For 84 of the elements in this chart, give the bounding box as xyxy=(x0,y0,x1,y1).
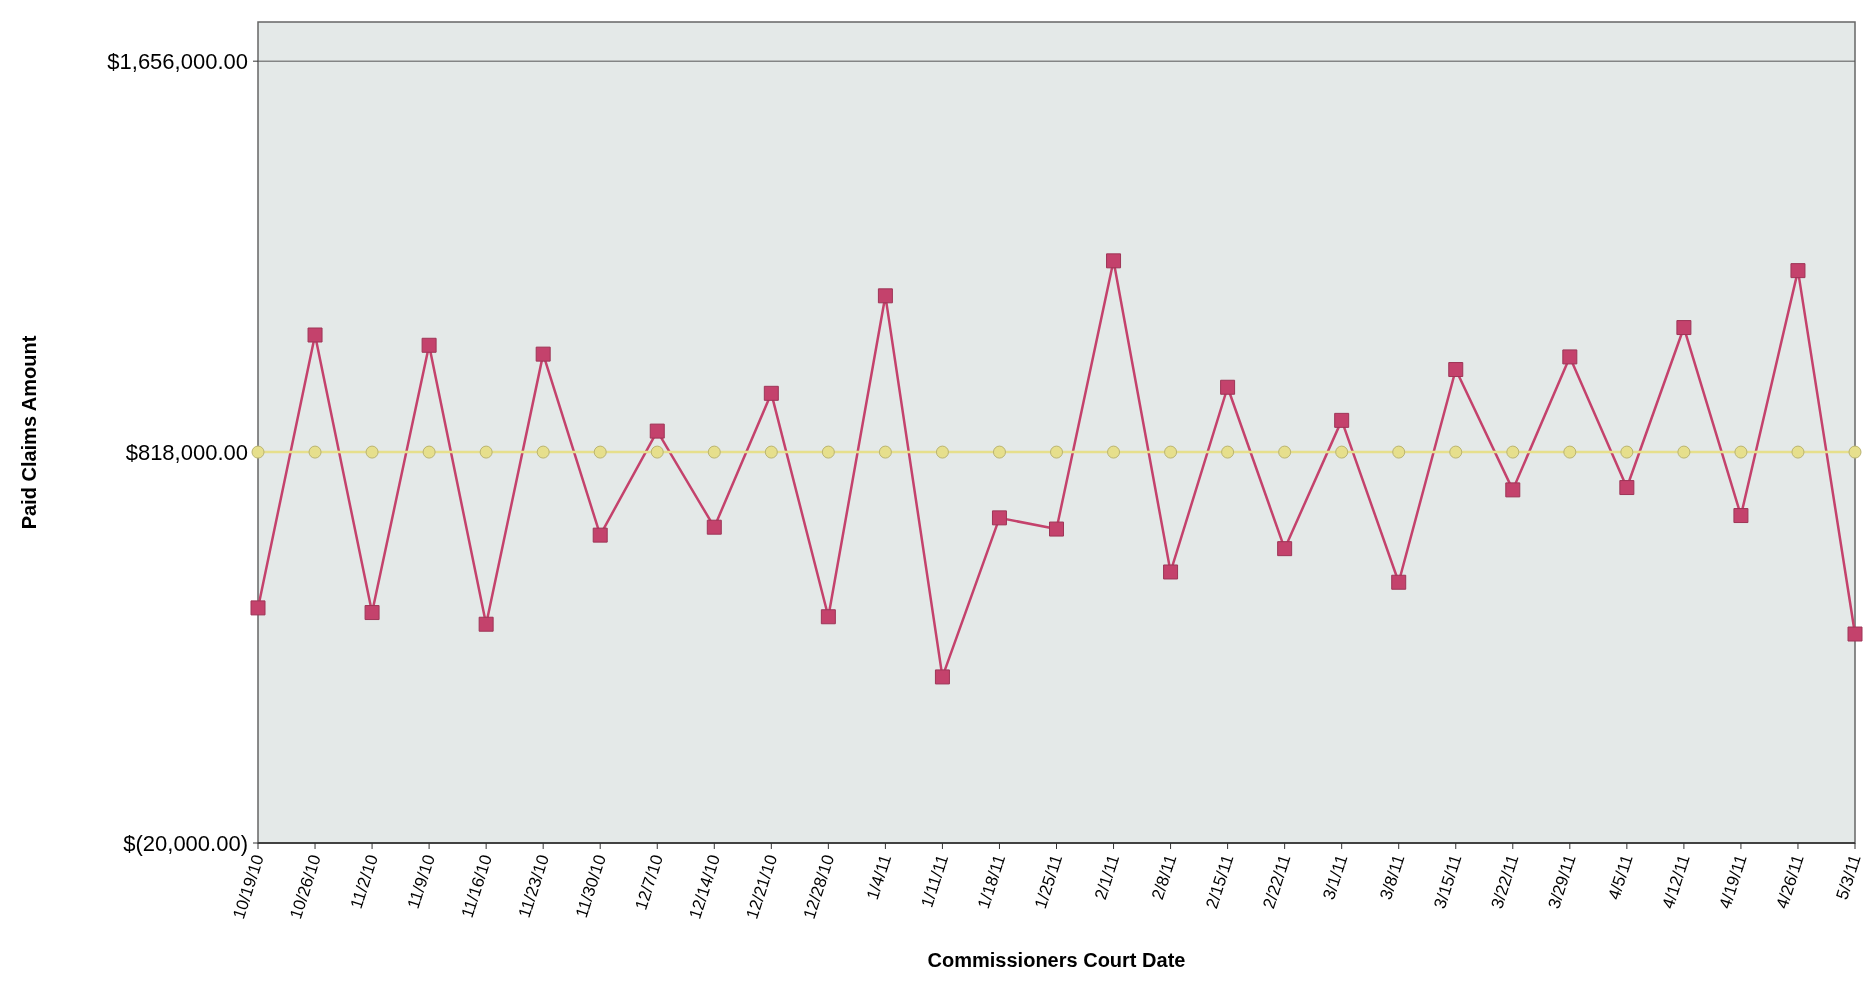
point xyxy=(706,519,722,535)
point xyxy=(1848,445,1862,459)
x-tick-label: 1/11/11 xyxy=(917,852,953,910)
x-tick-label: 1/18/11 xyxy=(974,852,1010,911)
point xyxy=(764,445,778,459)
point xyxy=(1620,445,1634,459)
point xyxy=(1277,541,1293,557)
point xyxy=(1335,445,1349,459)
point xyxy=(1449,445,1463,459)
x-tick-label: 5/3/11 xyxy=(1832,852,1865,902)
point xyxy=(1619,480,1635,496)
point xyxy=(878,445,892,459)
x-tick-label: 11/2/10 xyxy=(346,852,382,911)
point xyxy=(1220,379,1236,395)
point xyxy=(1106,253,1122,269)
x-tick-label: 2/1/11 xyxy=(1091,852,1124,902)
x-tick-label: 3/8/11 xyxy=(1376,852,1409,902)
point xyxy=(1050,445,1063,459)
point xyxy=(422,445,436,459)
point xyxy=(1733,508,1749,524)
point xyxy=(1676,320,1692,336)
point xyxy=(1334,412,1350,428)
point xyxy=(992,445,1006,459)
point xyxy=(649,423,665,439)
point xyxy=(1391,574,1407,590)
x-tick-label: 2/8/11 xyxy=(1148,852,1181,902)
x-tick-label: 4/12/11 xyxy=(1658,852,1694,911)
point xyxy=(478,616,494,632)
point xyxy=(364,605,380,621)
point xyxy=(1392,445,1406,459)
point xyxy=(1221,445,1235,459)
point xyxy=(1107,445,1121,459)
x-tick-label: 4/19/11 xyxy=(1715,852,1751,911)
point xyxy=(251,445,265,459)
x-tick-label: 12/7/10 xyxy=(631,852,668,913)
x-axis-title: Commissioners Court Date xyxy=(927,949,1186,971)
point xyxy=(1448,362,1464,378)
x-tick-label: 4/26/11 xyxy=(1772,852,1808,911)
point xyxy=(991,510,1007,526)
point xyxy=(1562,349,1578,365)
point xyxy=(421,337,437,353)
point xyxy=(1790,263,1806,279)
x-tick-label: 1/25/11 xyxy=(1031,852,1067,911)
point xyxy=(1677,445,1691,459)
point xyxy=(1506,445,1520,459)
point xyxy=(1734,445,1748,459)
x-tick-label: 4/5/11 xyxy=(1604,852,1637,902)
point xyxy=(935,445,949,459)
point xyxy=(592,527,608,543)
point xyxy=(877,288,893,304)
y-tick-label: $818,000.00 xyxy=(125,439,248,465)
x-tick-label: 3/22/11 xyxy=(1487,852,1523,911)
point xyxy=(707,445,721,459)
x-tick-label: 2/22/11 xyxy=(1259,852,1295,911)
point xyxy=(479,445,493,459)
point xyxy=(250,600,266,616)
point xyxy=(1563,445,1577,459)
point xyxy=(593,445,607,459)
point xyxy=(1791,445,1805,459)
point xyxy=(307,327,323,343)
x-tick-label: 3/15/11 xyxy=(1430,852,1466,911)
point xyxy=(1163,564,1179,580)
point xyxy=(1164,445,1178,459)
y-axis-title: Paid Claims Amount xyxy=(18,335,40,530)
y-tick-label: $(20,000.00) xyxy=(123,830,248,856)
point xyxy=(1847,626,1863,642)
point xyxy=(1049,521,1064,537)
point xyxy=(763,385,779,401)
point xyxy=(934,669,950,685)
x-tick-label: 2/15/11 xyxy=(1202,852,1238,911)
point xyxy=(821,445,835,459)
x-tick-label: 3/1/11 xyxy=(1319,852,1352,902)
point xyxy=(650,445,664,459)
point xyxy=(308,445,322,459)
point xyxy=(1278,445,1292,459)
point xyxy=(365,445,379,459)
x-tick-label: 1/4/11 xyxy=(862,852,896,902)
point xyxy=(820,609,836,625)
x-tick-label: 3/29/11 xyxy=(1544,852,1580,911)
point xyxy=(536,445,550,459)
point xyxy=(535,346,551,362)
point xyxy=(1505,482,1521,498)
y-tick-label: $1,656,000.00 xyxy=(107,48,248,74)
x-tick-label: 11/9/10 xyxy=(403,852,439,911)
